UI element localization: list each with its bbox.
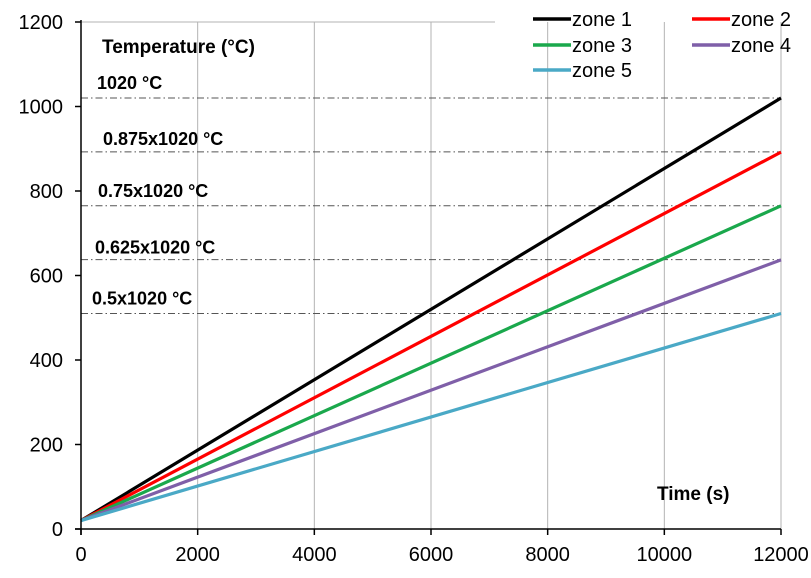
series-line xyxy=(80,96,782,522)
legend-label: zone 3 xyxy=(572,35,632,57)
y-tick-label: 0 xyxy=(52,519,63,541)
series-line xyxy=(80,258,782,523)
y-tick-label: 1200 xyxy=(19,12,64,34)
reference-line-label: 0.625x1020 °C xyxy=(95,238,215,258)
y-tick-label: 1000 xyxy=(19,97,64,119)
series-line xyxy=(80,311,782,523)
reference-line-label: 1020 °C xyxy=(97,73,162,93)
legend-label: zone 5 xyxy=(572,60,632,82)
legend: zone 1 zone 2 zone 3 zone 4 zone 5 xyxy=(533,9,791,82)
x-tick-label: 10000 xyxy=(637,544,693,566)
legend-label: zone 4 xyxy=(731,35,791,57)
x-tick-label: 0 xyxy=(75,544,86,566)
label-layer: 1020 °C 0.875x1020 °C 0.75x1020 °C 0.625x10… xyxy=(19,12,809,566)
legend-label: zone 1 xyxy=(572,9,632,31)
legend-label: zone 2 xyxy=(731,9,791,31)
series-layer xyxy=(80,96,782,523)
series-line xyxy=(80,204,782,523)
x-axis-title: Time (s) xyxy=(657,484,730,505)
x-tick-label: 8000 xyxy=(525,544,570,566)
x-tick-label: 6000 xyxy=(409,544,454,566)
y-axis-title: Temperature (°C) xyxy=(102,37,255,58)
reference-line-label: 0.875x1020 °C xyxy=(103,129,223,149)
y-tick-label: 600 xyxy=(30,266,63,288)
reference-line-label: 0.75x1020 °C xyxy=(98,181,208,201)
series-line xyxy=(80,150,782,522)
axis-layer xyxy=(75,20,782,535)
grid-layer xyxy=(81,21,782,529)
y-tick-label: 200 xyxy=(30,435,63,457)
x-tick-label: 12000 xyxy=(753,544,809,566)
y-tick-label: 800 xyxy=(30,181,63,203)
reference-line-label: 0.5x1020 °C xyxy=(92,289,192,309)
x-tick-label: 2000 xyxy=(175,544,220,566)
y-tick-label: 400 xyxy=(30,350,63,372)
x-tick-label: 4000 xyxy=(292,544,337,566)
